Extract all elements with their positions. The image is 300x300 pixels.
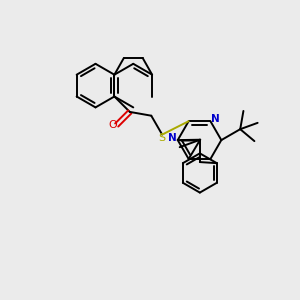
Text: N: N bbox=[211, 114, 220, 124]
Text: S: S bbox=[159, 133, 166, 142]
Text: O: O bbox=[108, 120, 117, 130]
Text: N: N bbox=[168, 133, 177, 143]
